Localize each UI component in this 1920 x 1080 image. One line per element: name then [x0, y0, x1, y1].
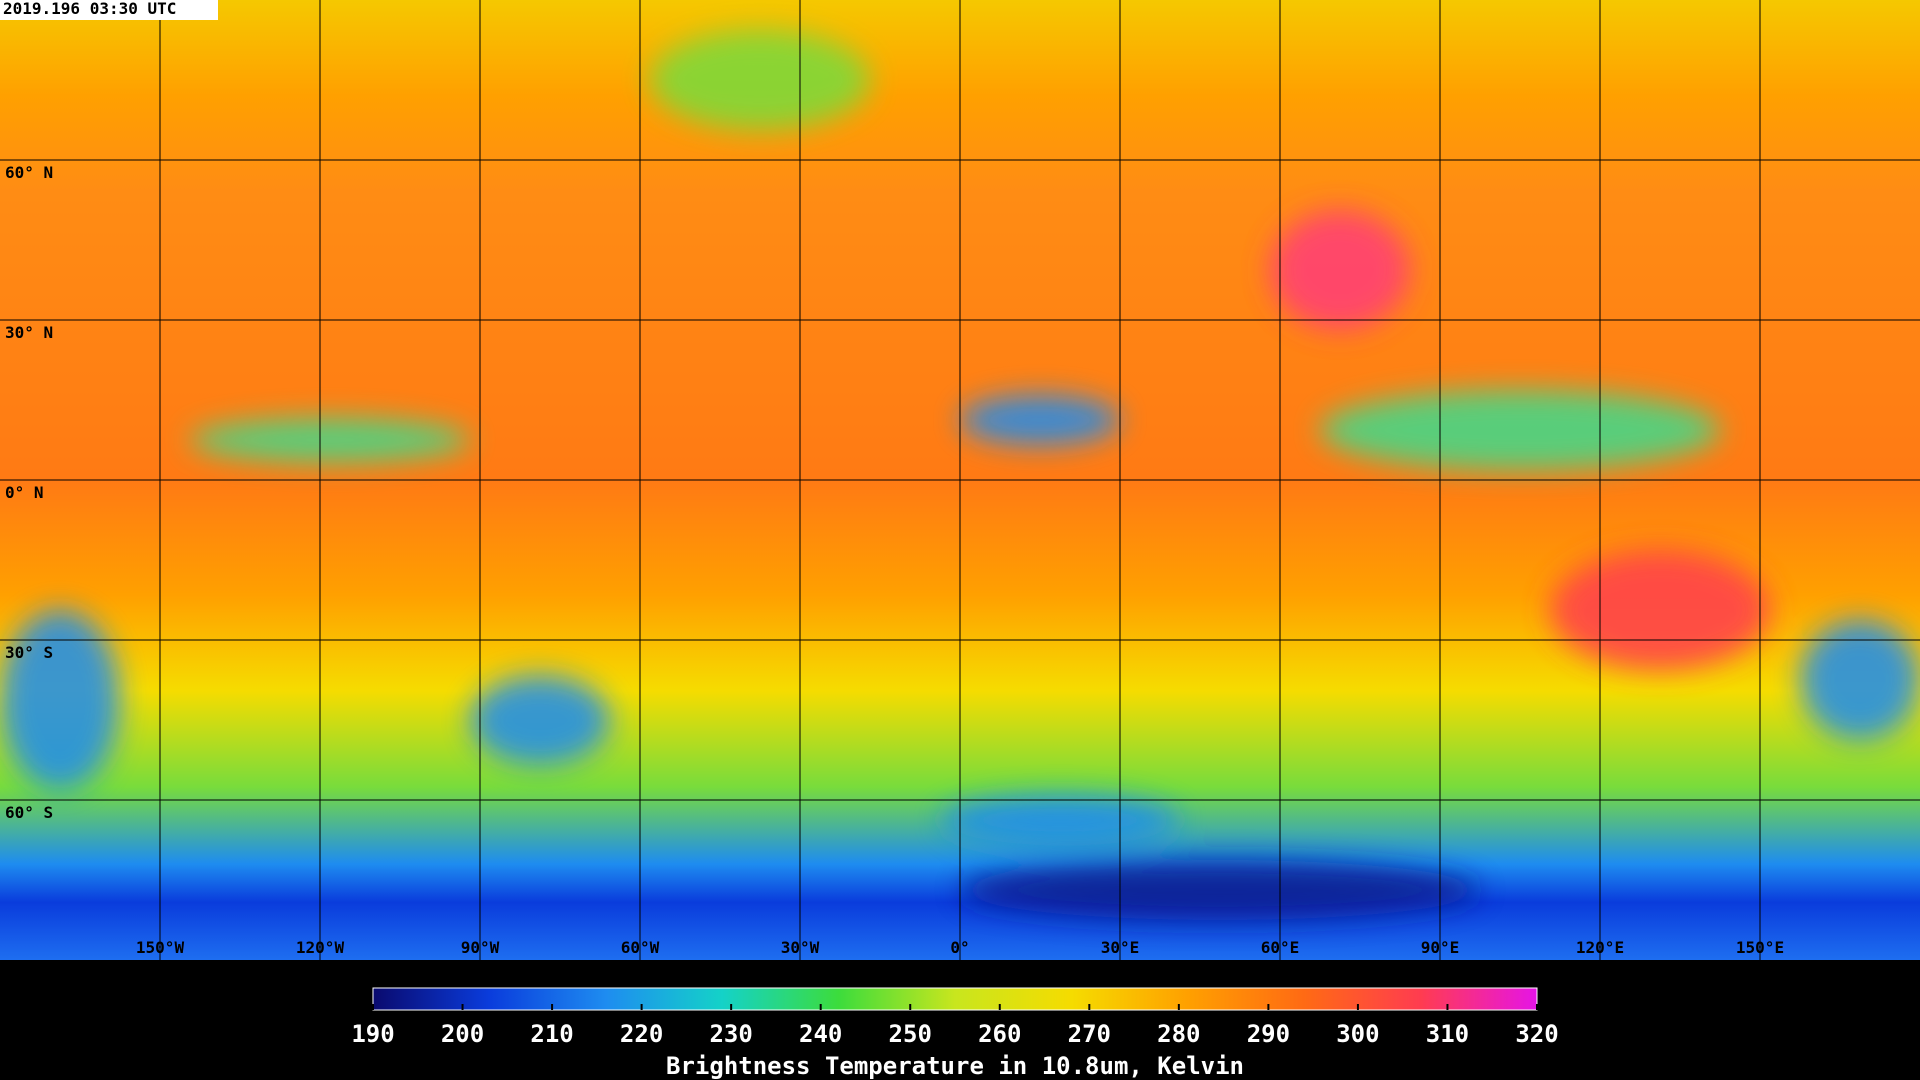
colorbar-tick-label: 190 — [351, 1020, 394, 1048]
timestamp-box — [0, 0, 218, 20]
colorbar-tick-label: 320 — [1515, 1020, 1558, 1048]
lat-label: 30° S — [5, 643, 53, 662]
colorbar-tick-label: 280 — [1157, 1020, 1200, 1048]
lat-label: 0° N — [5, 483, 44, 502]
lon-label: 90°W — [461, 938, 500, 957]
colorbar-tick-label: 210 — [530, 1020, 573, 1048]
lon-label: 120°W — [296, 938, 345, 957]
lon-label: 150°W — [136, 938, 185, 957]
lat-label: 30° N — [5, 323, 53, 342]
lon-label: 30°W — [781, 938, 820, 957]
lat-label: 60° N — [5, 163, 53, 182]
lon-label: 60°W — [621, 938, 660, 957]
colorbar-tick-label: 300 — [1336, 1020, 1379, 1048]
colorbar-tick-label: 310 — [1426, 1020, 1469, 1048]
colorbar-tick-label: 260 — [978, 1020, 1021, 1048]
colorbar-tick-label: 250 — [889, 1020, 932, 1048]
colorbar-tick-label: 230 — [709, 1020, 752, 1048]
lat-label: 60° S — [5, 803, 53, 822]
colorbar-tick-label: 270 — [1068, 1020, 1111, 1048]
lon-label: 30°E — [1101, 938, 1140, 957]
lon-label: 60°E — [1261, 938, 1300, 957]
colorbar-title: Brightness Temperature in 10.8um, Kelvin — [666, 1052, 1244, 1080]
colorbar-tick-label: 220 — [620, 1020, 663, 1048]
lon-label: 90°E — [1421, 938, 1460, 957]
lon-label: 150°E — [1736, 938, 1784, 957]
cloud-features — [0, 30, 1920, 920]
colorbar-tick-label: 200 — [441, 1020, 484, 1048]
colorbar-tick-label: 290 — [1247, 1020, 1290, 1048]
colorbar — [372, 987, 1538, 1011]
lon-label: 0° — [950, 938, 969, 957]
colorbar-tick-label: 240 — [799, 1020, 842, 1048]
lon-label: 120°E — [1576, 938, 1624, 957]
timestamp: 2019.196 03:30 UTC — [3, 0, 176, 18]
